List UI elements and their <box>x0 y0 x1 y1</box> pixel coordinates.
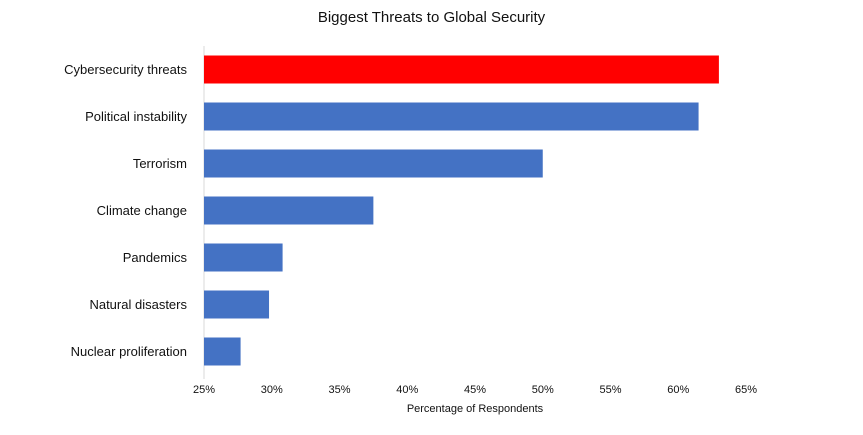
category-label: Political instability <box>85 109 187 124</box>
chart-title: Biggest Threats to Global Security <box>317 9 546 26</box>
x-axis-title: Percentage of Respondents <box>406 403 544 415</box>
bar-political-instability <box>204 102 699 131</box>
x-tick-label: 50% <box>532 384 554 396</box>
x-tick-label: 30% <box>261 384 283 396</box>
x-tick-label: 25% <box>193 384 215 396</box>
category-label: Climate change <box>97 203 187 218</box>
x-tick-label: 40% <box>396 384 418 396</box>
category-label: Nuclear proliferation <box>71 344 187 359</box>
category-label: Cybersecurity threats <box>64 62 187 77</box>
x-tick-label: 45% <box>464 384 486 396</box>
x-tick-label: 55% <box>599 384 621 396</box>
bar-terrorism <box>204 149 543 178</box>
bar-nuclear-proliferation <box>204 337 241 366</box>
x-tick-label: 65% <box>735 384 757 396</box>
bar-pandemics <box>204 243 283 272</box>
bar-cybersecurity-threats <box>204 55 719 84</box>
bar-natural-disasters <box>204 290 270 319</box>
category-label: Terrorism <box>133 156 187 171</box>
category-label: Pandemics <box>123 250 188 265</box>
x-tick-label: 60% <box>667 384 689 396</box>
x-tick-label: 35% <box>328 384 350 396</box>
category-label: Natural disasters <box>89 297 187 312</box>
bar-climate-change <box>204 196 374 225</box>
